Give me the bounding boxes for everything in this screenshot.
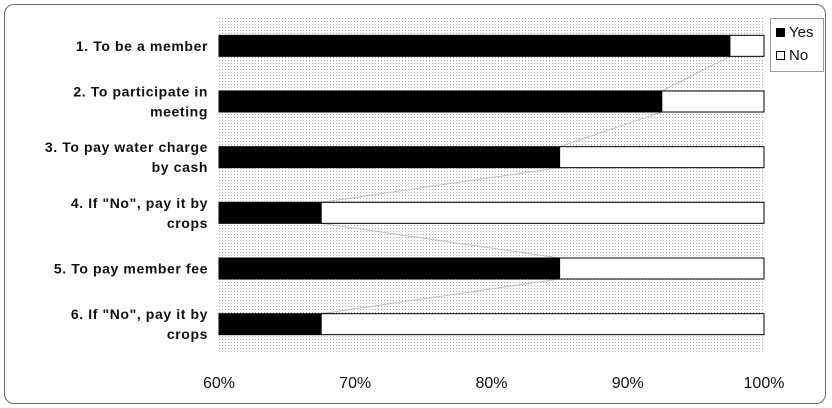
series-lines	[321, 55, 731, 315]
series-line	[321, 278, 560, 315]
category-label: 5. To pay member fee	[54, 261, 208, 277]
x-tick-label: 90%	[612, 375, 644, 392]
bar-yes-1	[218, 34, 731, 57]
bar-no-4	[320, 201, 765, 224]
category-label: 6. If "No", pay it by crops	[71, 306, 208, 342]
category-label-line: 3. To pay water charge	[45, 139, 208, 155]
bar-no-6	[320, 313, 765, 336]
category-label-line: meeting	[150, 104, 208, 120]
category-label: 3. To pay water charge by cash	[45, 139, 208, 175]
series-line	[661, 55, 731, 92]
series-line	[321, 222, 560, 259]
category-label-line: 4. If "No", pay it by	[71, 195, 208, 211]
legend-swatch-no	[776, 51, 785, 60]
legend: Yes No	[770, 18, 824, 72]
bar-yes-4	[218, 201, 322, 224]
bar-yes-3	[218, 146, 561, 169]
category-label-line: 1. To be a member	[76, 38, 208, 54]
bar-yes-5	[218, 257, 561, 280]
x-tick-label: 80%	[475, 375, 507, 392]
category-label-line: by cash	[152, 159, 208, 175]
legend-swatch-yes	[776, 28, 785, 37]
legend-item-yes: Yes	[776, 24, 813, 41]
category-label-line: 5. To pay member fee	[54, 261, 208, 277]
category-label-line: crops	[167, 215, 208, 231]
series-line	[559, 111, 662, 148]
bars	[218, 34, 765, 336]
bar-no-5	[559, 257, 765, 280]
bar-no-3	[559, 146, 765, 169]
x-tick-label: 70%	[339, 375, 371, 392]
category-label: 1. To be a member	[76, 38, 208, 54]
x-tick-label: 100%	[744, 375, 785, 392]
category-label-line: 2. To participate in	[73, 84, 208, 100]
legend-label-no: No	[789, 47, 809, 64]
legend-label-yes: Yes	[789, 24, 814, 41]
bar-no-2	[661, 90, 765, 113]
x-tick-label: 60%	[203, 375, 235, 392]
category-label-line: 6. If "No", pay it by	[71, 306, 208, 322]
category-label-line: crops	[167, 326, 208, 342]
category-label: 4. If "No", pay it by crops	[71, 195, 208, 231]
bar-no-1	[729, 34, 765, 57]
category-labels: 1. To be a member 2. To participate in mee…	[45, 38, 208, 342]
x-axis-tick-labels: 60% 70% 80% 90% 100%	[203, 375, 784, 392]
plot-area	[219, 18, 764, 352]
legend-item-no: No	[776, 47, 808, 64]
series-line	[321, 167, 560, 203]
bar-yes-2	[218, 90, 663, 113]
bar-yes-6	[218, 313, 322, 336]
category-label: 2. To participate in meeting	[73, 84, 208, 120]
